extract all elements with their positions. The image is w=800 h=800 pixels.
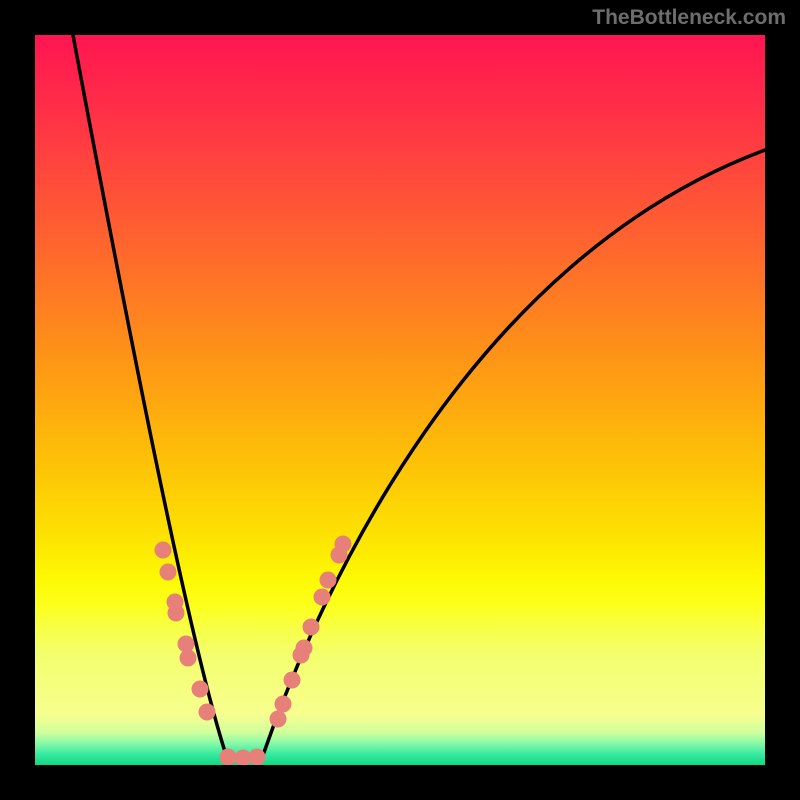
data-marker xyxy=(320,572,337,589)
data-marker xyxy=(249,749,266,766)
chart-container: TheBottleneck.com xyxy=(0,0,800,800)
performance-curve-chart xyxy=(0,0,800,800)
data-marker xyxy=(155,542,172,559)
data-marker xyxy=(180,650,197,667)
data-marker xyxy=(270,711,287,728)
data-marker xyxy=(284,672,301,689)
data-marker xyxy=(160,564,177,581)
data-marker xyxy=(335,536,352,553)
data-marker xyxy=(199,704,216,721)
data-marker xyxy=(192,681,209,698)
data-marker xyxy=(296,640,313,657)
data-marker xyxy=(168,605,185,622)
data-marker xyxy=(275,696,292,713)
watermark-text: TheBottleneck.com xyxy=(592,6,786,30)
data-marker xyxy=(314,589,331,606)
data-marker xyxy=(220,749,237,766)
data-marker xyxy=(303,619,320,636)
